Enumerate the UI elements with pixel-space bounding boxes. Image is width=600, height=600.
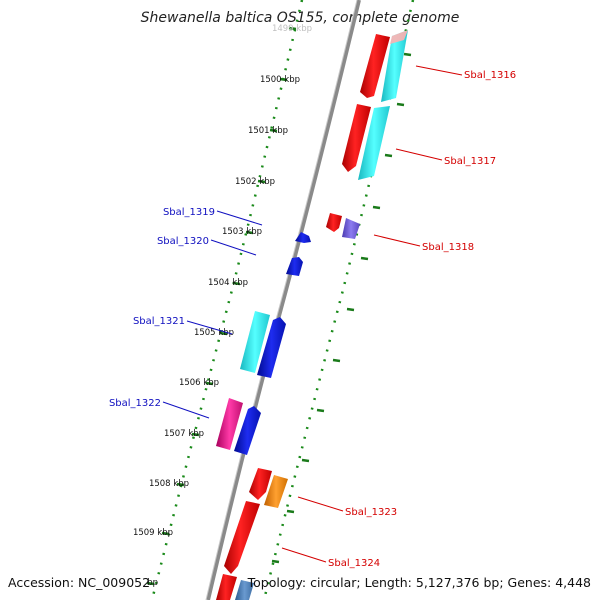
accession-text: Accession: NC_009052 [8,575,151,590]
tick-label: 1505 kbp [194,328,234,338]
tick-label: 1506 kbp [179,378,219,388]
tick-label: 1501 kbp [248,126,288,136]
tick-label: 1499 kbp [272,24,312,34]
gene-label-sbal-1317[interactable]: Sbal_1317 [444,156,496,167]
gene-sbal-1323-red[interactable] [249,468,272,500]
topology-text: Topology: circular; Length: 5,127,376 bp… [247,575,591,590]
gene-sbal-1323-orange[interactable] [264,475,288,508]
forward-genes [216,30,408,600]
reverse-dotted-track [150,0,304,600]
outer-tick-marks [271,52,412,564]
gene-red-bottom[interactable] [216,574,237,600]
tick-label: 1507 kbp [164,429,204,439]
gene-sbal-1321-blue[interactable] [257,317,286,378]
genome-backbone-highlight [205,0,358,600]
gene-label-sbal-1321[interactable]: Sbal_1321 [133,316,185,327]
inner-tick-marks [146,26,297,586]
reverse-label-lines [162,210,263,419]
genome-backbone [206,0,361,600]
gene-sbal-1319[interactable] [295,232,311,243]
forward-label-lines [281,65,463,563]
gene-label-sbal-1319[interactable]: Sbal_1319 [163,207,215,218]
gene-sbal-1321-cyan[interactable] [240,311,270,373]
gene-steelblue-bottom[interactable] [235,580,254,600]
gene-label-sbal-1323[interactable]: Sbal_1323 [345,507,397,518]
tick-label: 1502 kbp [235,177,275,187]
gene-sbal-1316[interactable] [360,34,390,98]
gene-sbal-1318-red[interactable] [326,213,342,232]
map-title: Shewanella baltica OS155, complete genom… [140,10,460,26]
tick-label: 1508 kbp [149,479,189,489]
gene-label-sbal-1324[interactable]: Sbal_1324 [328,558,380,569]
tick-label: 1509 kbp [133,528,173,538]
gene-sbal-1318-purple[interactable] [342,218,360,239]
gene-sbal-1320[interactable] [286,257,303,276]
gene-label-sbal-1322[interactable]: Sbal_1322 [109,398,161,409]
gene-cyan-upper[interactable] [381,30,408,102]
gene-label-sbal-1320[interactable]: Sbal_1320 [157,236,209,247]
tick-label: 1504 kbp [208,278,248,288]
gene-cyan-middle[interactable] [358,106,390,180]
tick-label: bp [147,578,158,588]
tick-label: 1503 kbp [222,227,262,237]
gene-sbal-1322-magenta[interactable] [216,398,243,450]
reverse-genes [216,232,311,455]
gene-label-sbal-1316[interactable]: Sbal_1316 [464,70,516,81]
gene-sbal-1324[interactable] [224,501,260,574]
tick-label: 1500 kbp [260,75,300,85]
gene-sbal-1322-blue[interactable] [234,406,261,455]
gene-sbal-1317[interactable] [342,104,371,172]
gene-label-sbal-1318[interactable]: Sbal_1318 [422,242,474,253]
gene-cyan-upper-tip [390,30,408,44]
forward-dotted-track [262,0,415,600]
